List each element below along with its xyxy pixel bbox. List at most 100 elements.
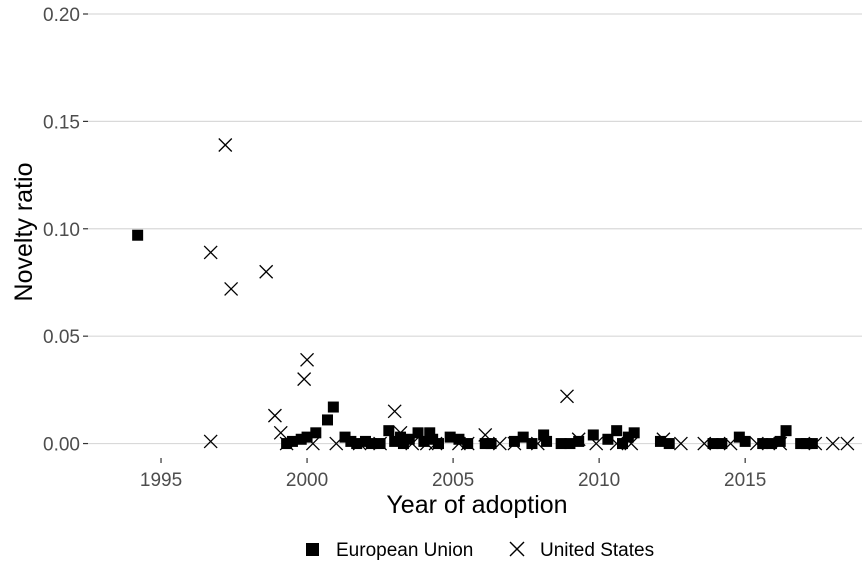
- point-european-union: [611, 425, 623, 437]
- point-european-union: [403, 433, 415, 445]
- point-united-states: [405, 436, 420, 451]
- y-tick-label: 0.10: [43, 220, 80, 241]
- point-european-union: [622, 431, 634, 443]
- point-united-states: [825, 436, 840, 451]
- point-european-union: [765, 438, 777, 450]
- point-european-union: [327, 401, 339, 413]
- legend-marker-united-states: [509, 541, 525, 557]
- point-european-union: [508, 435, 520, 447]
- y-tick-label: 0.00: [43, 435, 80, 456]
- point-european-union: [339, 431, 351, 443]
- point-united-states: [530, 436, 545, 451]
- x-axis-title: Year of adoption: [386, 491, 567, 519]
- point-european-union: [395, 431, 407, 443]
- point-european-union: [453, 433, 465, 445]
- point-european-union: [359, 435, 371, 447]
- point-united-states: [259, 264, 274, 279]
- point-european-union: [555, 438, 567, 450]
- legend-label-united-states: United States: [540, 540, 654, 561]
- point-european-union: [757, 438, 769, 450]
- point-european-union: [517, 431, 529, 443]
- point-european-union: [538, 429, 550, 441]
- point-united-states: [393, 425, 408, 440]
- point-european-union: [444, 431, 456, 443]
- y-tick-label: 0.15: [43, 112, 80, 133]
- point-united-states: [808, 436, 823, 451]
- gridlines: [88, 13, 862, 445]
- point-european-union: [564, 438, 576, 450]
- point-united-states: [492, 436, 507, 451]
- point-united-states: [203, 245, 218, 260]
- point-european-union: [573, 435, 585, 447]
- point-united-states: [387, 404, 402, 419]
- point-united-states: [373, 436, 388, 451]
- point-united-states: [352, 436, 367, 451]
- y-tick-label: 0.20: [43, 5, 80, 26]
- data-points: [132, 138, 855, 451]
- point-european-union: [132, 229, 144, 241]
- x-tick-label: 2015: [724, 470, 766, 491]
- point-european-union: [345, 435, 357, 447]
- point-european-union: [628, 427, 640, 439]
- legend: European Union United States: [306, 540, 654, 561]
- point-united-states: [656, 432, 671, 447]
- x-tick-label: 2005: [432, 470, 474, 491]
- point-united-states: [749, 436, 764, 451]
- point-united-states: [329, 436, 344, 451]
- point-european-union: [310, 427, 322, 439]
- y-axis-title: Novelty ratio: [10, 163, 38, 302]
- x-tick-label: 2000: [286, 470, 328, 491]
- point-european-union: [351, 438, 363, 450]
- point-european-union: [780, 425, 792, 437]
- point-european-union: [322, 414, 334, 426]
- point-united-states: [697, 436, 712, 451]
- point-european-union: [427, 433, 439, 445]
- point-united-states: [203, 434, 218, 449]
- point-european-union: [663, 438, 675, 450]
- y-axis: 0.00 0.05 0.10 0.15 0.20: [43, 5, 88, 456]
- point-european-union: [806, 438, 818, 450]
- point-european-union: [412, 427, 424, 439]
- point-european-union: [602, 433, 614, 445]
- point-united-states: [267, 408, 282, 423]
- point-european-union: [541, 435, 553, 447]
- point-united-states: [460, 436, 475, 451]
- point-united-states: [305, 436, 320, 451]
- point-european-union: [795, 438, 807, 450]
- point-european-union: [733, 431, 745, 443]
- point-united-states: [609, 436, 624, 451]
- point-european-union: [485, 438, 497, 450]
- point-european-union: [739, 435, 751, 447]
- point-united-states: [571, 432, 586, 447]
- point-united-states: [428, 436, 443, 451]
- point-european-union: [397, 438, 409, 450]
- point-united-states: [507, 436, 522, 451]
- point-united-states: [224, 281, 239, 296]
- point-european-union: [286, 435, 298, 447]
- point-european-union: [774, 435, 786, 447]
- point-united-states: [589, 436, 604, 451]
- x-tick-label: 2010: [578, 470, 620, 491]
- point-united-states: [297, 372, 312, 387]
- point-united-states: [279, 436, 294, 451]
- point-united-states: [273, 425, 288, 440]
- point-united-states: [624, 436, 639, 451]
- point-united-states: [478, 428, 493, 442]
- y-tick-label: 0.05: [43, 327, 80, 348]
- point-united-states: [218, 138, 233, 152]
- point-european-union: [716, 438, 728, 450]
- point-european-union: [365, 438, 377, 450]
- point-european-union: [432, 438, 444, 450]
- point-european-union: [801, 438, 813, 450]
- point-european-union: [479, 438, 491, 450]
- x-axis: 1995 2000 2005 2010 2015: [140, 458, 766, 491]
- point-united-states: [673, 436, 688, 451]
- point-european-union: [383, 425, 395, 437]
- point-united-states: [300, 352, 315, 367]
- point-united-states: [840, 436, 855, 451]
- point-united-states: [560, 389, 574, 404]
- point-united-states: [773, 436, 788, 451]
- point-european-union: [707, 438, 719, 450]
- point-united-states: [723, 436, 738, 451]
